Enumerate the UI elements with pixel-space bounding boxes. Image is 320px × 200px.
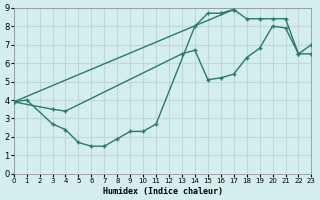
X-axis label: Humidex (Indice chaleur): Humidex (Indice chaleur) [102,187,222,196]
